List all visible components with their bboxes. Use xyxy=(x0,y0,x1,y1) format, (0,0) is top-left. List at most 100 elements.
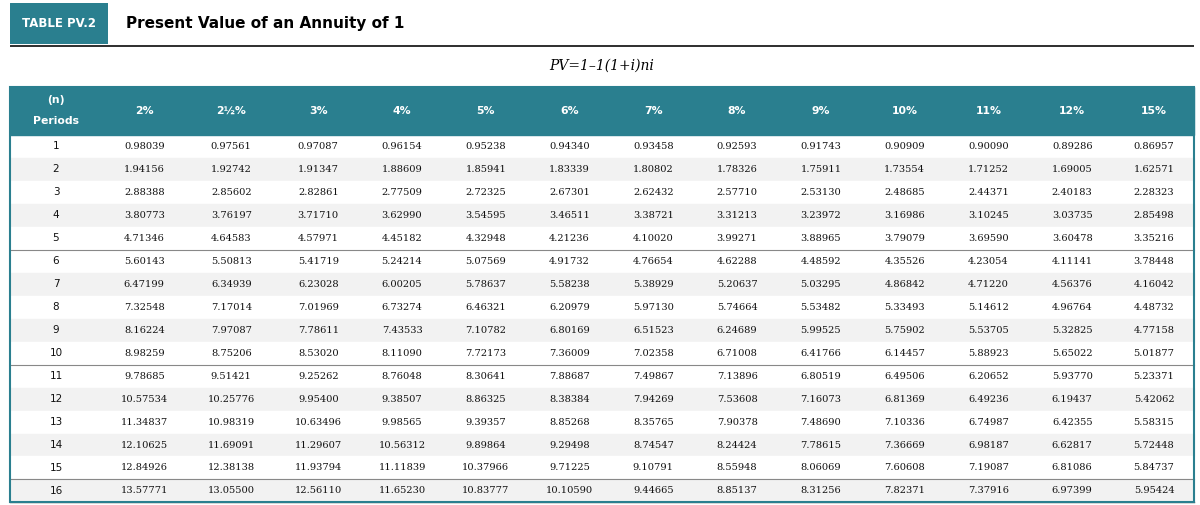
Text: 2½%: 2½% xyxy=(216,106,246,116)
Text: 5.58315: 5.58315 xyxy=(1134,418,1175,427)
Text: 9.39357: 9.39357 xyxy=(466,418,506,427)
Text: 4.10020: 4.10020 xyxy=(632,234,673,242)
Text: 5.14612: 5.14612 xyxy=(968,302,1009,312)
Text: 4.62288: 4.62288 xyxy=(716,257,757,266)
Text: 11.93794: 11.93794 xyxy=(295,464,342,473)
Text: 5.58238: 5.58238 xyxy=(550,280,590,288)
Text: 6.24689: 6.24689 xyxy=(716,326,757,334)
Text: 3: 3 xyxy=(53,187,59,197)
Text: 5.99525: 5.99525 xyxy=(800,326,841,334)
Text: 2.53130: 2.53130 xyxy=(800,188,841,196)
Text: 6.20652: 6.20652 xyxy=(968,372,1009,381)
Text: 6.51523: 6.51523 xyxy=(632,326,673,334)
Text: 4.21236: 4.21236 xyxy=(550,234,590,242)
Text: 7.37916: 7.37916 xyxy=(968,486,1009,495)
Text: 6.23028: 6.23028 xyxy=(298,280,338,288)
Text: 15: 15 xyxy=(49,463,62,473)
Text: 2.28323: 2.28323 xyxy=(1134,188,1175,196)
Text: 8.53020: 8.53020 xyxy=(298,348,338,358)
Text: 1.71252: 1.71252 xyxy=(968,165,1009,174)
Text: 8.85137: 8.85137 xyxy=(716,486,757,495)
Text: 7.36009: 7.36009 xyxy=(550,348,590,358)
Text: 4.71220: 4.71220 xyxy=(968,280,1009,288)
Text: 14: 14 xyxy=(49,440,62,450)
Text: 6.71008: 6.71008 xyxy=(716,348,757,358)
Text: 1.92742: 1.92742 xyxy=(211,165,252,174)
Text: 0.92593: 0.92593 xyxy=(716,141,757,150)
Bar xyxy=(10,341,1194,365)
Text: 7.60608: 7.60608 xyxy=(884,464,925,473)
Text: 5.50813: 5.50813 xyxy=(211,257,252,266)
Text: 5: 5 xyxy=(53,233,59,243)
Text: 2.88388: 2.88388 xyxy=(124,188,164,196)
Text: 7.97087: 7.97087 xyxy=(211,326,252,334)
Text: 10.98319: 10.98319 xyxy=(208,418,254,427)
Text: 6.49506: 6.49506 xyxy=(884,372,925,381)
Text: 5.07569: 5.07569 xyxy=(466,257,506,266)
Text: 6.62817: 6.62817 xyxy=(1051,440,1093,449)
Text: 7.48690: 7.48690 xyxy=(800,418,841,427)
Text: 5%: 5% xyxy=(476,106,496,116)
Text: 2%: 2% xyxy=(134,106,154,116)
Text: 2.40183: 2.40183 xyxy=(1052,188,1092,196)
Text: 2.85602: 2.85602 xyxy=(211,188,252,196)
Text: 10%: 10% xyxy=(892,106,918,116)
Text: 1: 1 xyxy=(53,141,59,151)
Text: 7.36669: 7.36669 xyxy=(884,440,925,449)
Text: 5.93770: 5.93770 xyxy=(1051,372,1093,381)
Text: 5.53482: 5.53482 xyxy=(800,302,841,312)
Text: 2.85498: 2.85498 xyxy=(1134,211,1175,220)
Text: 7.01969: 7.01969 xyxy=(298,302,338,312)
Text: 4.56376: 4.56376 xyxy=(1052,280,1092,288)
Text: 3.80773: 3.80773 xyxy=(124,211,164,220)
Text: 7.17014: 7.17014 xyxy=(211,302,252,312)
Text: 9%: 9% xyxy=(811,106,830,116)
Text: 5.78637: 5.78637 xyxy=(466,280,506,288)
Text: 9.25262: 9.25262 xyxy=(298,372,338,381)
Text: 8.75206: 8.75206 xyxy=(211,348,252,358)
Text: 3.31213: 3.31213 xyxy=(716,211,757,220)
Text: 1.69005: 1.69005 xyxy=(1052,165,1092,174)
Text: 7%: 7% xyxy=(644,106,662,116)
Text: 6.00205: 6.00205 xyxy=(382,280,422,288)
Text: 16: 16 xyxy=(49,486,62,496)
Text: 2.72325: 2.72325 xyxy=(466,188,506,196)
Text: 6.49236: 6.49236 xyxy=(968,394,1009,403)
Text: 1.94156: 1.94156 xyxy=(124,165,164,174)
Text: 3%: 3% xyxy=(308,106,328,116)
Text: 6.19437: 6.19437 xyxy=(1051,394,1093,403)
Text: 10: 10 xyxy=(49,348,62,358)
Text: 5.84737: 5.84737 xyxy=(1134,464,1175,473)
Text: 11%: 11% xyxy=(976,106,1002,116)
Text: 1.85941: 1.85941 xyxy=(466,165,506,174)
Text: 7.43533: 7.43533 xyxy=(382,326,422,334)
Text: 2.57710: 2.57710 xyxy=(716,188,757,196)
Text: 11.11839: 11.11839 xyxy=(378,464,426,473)
Text: 5.23371: 5.23371 xyxy=(1134,372,1175,381)
Text: 5.75902: 5.75902 xyxy=(884,326,925,334)
Text: 8%: 8% xyxy=(728,106,746,116)
Text: 7.78611: 7.78611 xyxy=(298,326,338,334)
Text: 6.80519: 6.80519 xyxy=(800,372,841,381)
Text: 6.74987: 6.74987 xyxy=(968,418,1009,427)
Text: 9.51421: 9.51421 xyxy=(211,372,252,381)
Text: 1.73554: 1.73554 xyxy=(884,165,925,174)
Text: 11: 11 xyxy=(49,371,62,381)
Text: 6.34939: 6.34939 xyxy=(211,280,252,288)
Text: 8.98259: 8.98259 xyxy=(124,348,164,358)
Text: 5.32825: 5.32825 xyxy=(1052,326,1092,334)
Text: 13.57771: 13.57771 xyxy=(120,486,168,495)
Text: 8.30641: 8.30641 xyxy=(466,372,506,381)
Text: 8.11090: 8.11090 xyxy=(382,348,422,358)
Bar xyxy=(10,457,1194,479)
Bar xyxy=(10,204,1194,227)
Text: 3.99271: 3.99271 xyxy=(716,234,757,242)
Text: 6: 6 xyxy=(53,256,59,266)
Text: 5.72448: 5.72448 xyxy=(1134,440,1175,449)
Text: 6.14457: 6.14457 xyxy=(884,348,925,358)
Text: 6.81369: 6.81369 xyxy=(884,394,925,403)
Text: 7: 7 xyxy=(53,279,59,289)
Text: 1.80802: 1.80802 xyxy=(632,165,673,174)
Text: 9.89864: 9.89864 xyxy=(466,440,506,449)
Text: 3.88965: 3.88965 xyxy=(800,234,841,242)
